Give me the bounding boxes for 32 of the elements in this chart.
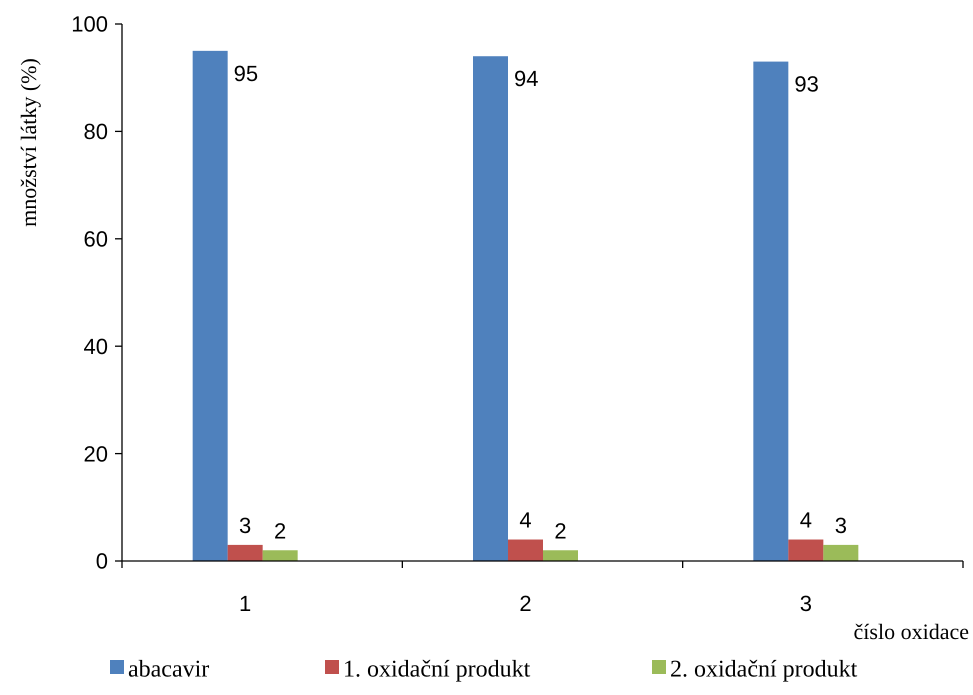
bar [228, 544, 263, 561]
data-label: 4 [519, 508, 532, 533]
y-tick-label: 100 [71, 12, 108, 37]
y-tick-label: 0 [96, 548, 108, 574]
data-label: 3 [834, 512, 847, 538]
y-tick-label: 80 [84, 119, 108, 144]
x-tick-label: 3 [800, 591, 812, 616]
data-label: 3 [239, 512, 252, 538]
y-tick-label: 60 [84, 226, 108, 252]
data-label: 4 [800, 508, 812, 533]
data-label: 93 [794, 72, 819, 97]
legend-label: 2. oxidační produkt [670, 656, 858, 682]
data-label: 95 [234, 60, 258, 86]
bar [788, 540, 824, 561]
data-label: 94 [514, 66, 538, 92]
x-axis-title: číslo oxidace [854, 619, 969, 644]
bar [508, 540, 543, 561]
y-tick-label: 20 [84, 441, 108, 466]
legend-label: abacavir [128, 656, 210, 682]
bar [473, 56, 508, 561]
bar [192, 50, 228, 561]
y-tick-label: 40 [84, 334, 108, 359]
bar [823, 544, 858, 561]
x-tick-label: 1 [239, 591, 252, 616]
bar [543, 550, 578, 561]
bar [262, 550, 298, 561]
x-tick-label: 2 [519, 591, 532, 616]
legend-label: 1. oxidační produkt [343, 656, 531, 682]
data-label: 2 [554, 518, 567, 544]
y-axis-title: množství látky (%) [16, 58, 41, 227]
bar [753, 62, 788, 561]
data-label: 2 [274, 518, 286, 544]
